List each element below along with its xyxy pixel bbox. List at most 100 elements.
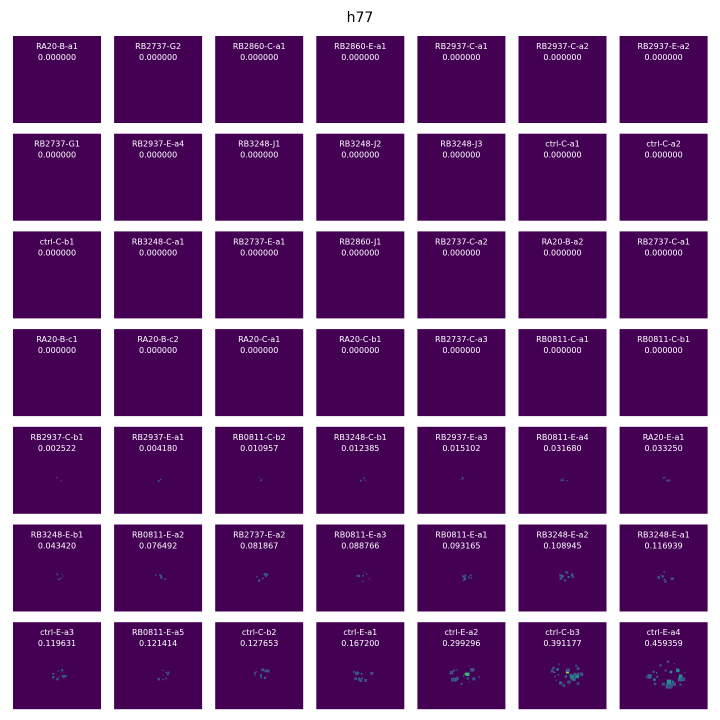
- panel-speckle: [468, 681, 470, 683]
- panel-image: [417, 133, 506, 221]
- panel-value: 0.167200: [341, 639, 379, 648]
- panel-speckle: [258, 579, 261, 582]
- panel-value: 0.043420: [38, 542, 76, 551]
- panel-speckle: [653, 682, 657, 686]
- panel-speckle: [571, 677, 576, 681]
- panel-image: [215, 426, 304, 514]
- panel-speckle: [359, 479, 362, 482]
- panel: RB0811-C-b1 0.000000: [619, 329, 708, 417]
- panel-image: [215, 524, 304, 612]
- panel-speckle: [258, 477, 260, 479]
- panel-speckle: [455, 676, 459, 680]
- panel: ctrl-C-b3 0.391177: [518, 622, 607, 710]
- panel-speckle: [478, 676, 480, 678]
- panel: RB2737-C-a3 0.000000: [417, 329, 506, 417]
- panel-speckle: [660, 574, 662, 576]
- panel: RB2937-E-a4 0.000000: [114, 133, 203, 221]
- panel-speckle: [466, 672, 470, 676]
- panel-image: [518, 524, 607, 612]
- panel-label: RB0811-C-b1: [637, 335, 690, 344]
- panel-label: RB0811-E-a3: [334, 531, 386, 540]
- panel-label: RB2937-C-a1: [435, 42, 488, 51]
- panel-value: 0.000000: [139, 151, 177, 160]
- panel-speckle: [666, 479, 669, 482]
- panel-speckle: [558, 663, 560, 665]
- panel: ctrl-E-a3 0.119631: [13, 622, 101, 710]
- panel: RA20-C-b1 0.000000: [316, 329, 405, 417]
- panel: RB2937-C-a2 0.000000: [518, 36, 607, 123]
- panel: RB2937-C-a1 0.000000: [417, 36, 506, 123]
- panel-speckle: [570, 573, 574, 577]
- panel-speckle: [361, 580, 364, 582]
- panel-label: RA20-B-c2: [137, 335, 178, 344]
- panel-speckle: [661, 575, 664, 578]
- panel: RB3248-E-a2 0.108945: [518, 524, 607, 612]
- panel-value: 0.000000: [341, 248, 379, 257]
- panel-label: RB0811-E-a4: [536, 433, 588, 442]
- panel-speckle: [463, 577, 466, 581]
- panel-label: RB3248-J2: [339, 140, 381, 149]
- panel: RB3248-E-a1 0.116939: [619, 524, 708, 612]
- panel-label: RB2937-C-a2: [536, 42, 589, 51]
- panel-speckle: [165, 677, 167, 680]
- panel-image: [215, 622, 304, 710]
- panel-value: 0.000000: [341, 346, 379, 355]
- panel-value: 0.000000: [543, 248, 581, 257]
- panel-image: [114, 622, 203, 710]
- panel-value: 0.000000: [543, 346, 581, 355]
- panel-speckle: [679, 683, 682, 686]
- panel-speckle: [566, 668, 570, 672]
- panel-speckle: [565, 571, 568, 574]
- panel-image: [619, 524, 708, 612]
- panel-image: [518, 133, 607, 221]
- panel-speckle: [56, 476, 58, 479]
- panel: ctrl-E-a1 0.167200: [316, 622, 405, 710]
- panel-speckle: [254, 672, 256, 675]
- panel-speckle: [575, 664, 578, 667]
- panel-speckle: [57, 578, 60, 581]
- panel-speckle: [359, 679, 363, 682]
- panel: RB2737-C-a1 0.000000: [619, 231, 708, 319]
- panel-label: RA20-E-a1: [643, 433, 685, 442]
- panel-speckle: [656, 675, 659, 678]
- panel-image: [518, 231, 607, 319]
- panel-speckle: [57, 670, 60, 672]
- panel: RA20-E-a1 0.033250: [619, 426, 708, 514]
- panel-label: RB2860-C-a1: [233, 42, 286, 51]
- panel-speckle: [645, 676, 648, 678]
- panel-speckle: [260, 674, 262, 677]
- panel: RB2737-E-a1 0.000000: [215, 231, 304, 319]
- panel-speckle: [580, 672, 584, 676]
- panel-value: 0.000000: [442, 248, 480, 257]
- panel-speckle: [461, 476, 463, 478]
- panel-value: 0.031680: [543, 444, 581, 453]
- panel-label: RB0811-C-b2: [233, 433, 286, 442]
- panel-speckle: [473, 668, 475, 671]
- panel-speckle: [472, 677, 476, 681]
- panel-speckle: [470, 668, 474, 672]
- panel-speckle: [61, 573, 63, 575]
- panel-speckle: [676, 668, 680, 673]
- panel-speckle: [666, 684, 671, 688]
- panel-speckle: [684, 671, 686, 673]
- panel-speckle: [468, 576, 470, 579]
- panel-label: RB2737-C-a1: [637, 237, 690, 246]
- panel-speckle: [566, 480, 568, 482]
- panel-image: [619, 36, 708, 123]
- panel-image: [114, 426, 203, 514]
- panel-speckle: [52, 676, 55, 679]
- panel-speckle: [671, 680, 674, 683]
- panel: ctrl-C-a1 0.000000: [518, 133, 607, 221]
- panel-speckle: [652, 670, 655, 673]
- panel-speckle: [463, 576, 466, 579]
- panel-image: [215, 329, 304, 417]
- panel-value: 0.000000: [139, 248, 177, 257]
- panel-speckle: [61, 674, 65, 678]
- panel-speckle: [566, 571, 569, 574]
- panel-speckle: [265, 670, 267, 672]
- panel-label: RB2937-C-b1: [31, 433, 84, 442]
- panel-label: RB2860-E-a1: [334, 42, 386, 51]
- panel-speckle: [559, 574, 562, 577]
- panel-speckle: [358, 678, 361, 681]
